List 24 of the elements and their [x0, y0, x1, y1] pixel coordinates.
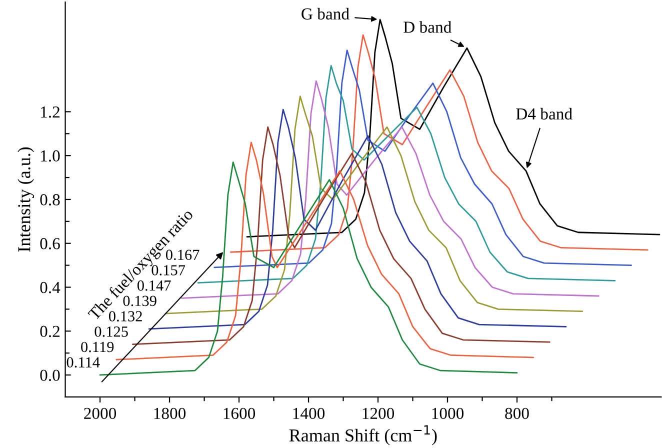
line-series	[214, 50, 632, 268]
annotation: D band	[404, 21, 452, 33]
annotation: G band	[302, 8, 350, 20]
x-tick-label: 800	[505, 408, 529, 420]
y-tick-label: 0.2	[40, 326, 60, 338]
x-tick-label: 1600	[224, 408, 256, 420]
x-tick-label: 1200	[362, 408, 394, 420]
y-tick-label: 0.4	[40, 282, 60, 294]
series-label: 0.119	[81, 342, 114, 352]
line-series	[246, 18, 660, 238]
y-axis-title: Intensity (a.u.)	[18, 147, 34, 252]
y-tick-label: 1.2	[41, 106, 60, 118]
series-label: 0.114	[66, 357, 100, 368]
annotation: D4 band	[516, 108, 572, 120]
y-tick-label: 0.0	[40, 370, 60, 382]
y-tick-label: 0.8	[40, 194, 60, 206]
x-tick-label: 2000	[84, 408, 116, 420]
y-tick-label: 0.6	[40, 238, 60, 250]
y-tick-label: 1.0	[41, 150, 60, 162]
x-tick-label: 1800	[154, 408, 186, 420]
series-label: 0.125	[94, 326, 128, 337]
x-tick-label: 1400	[293, 408, 325, 420]
x-tick-label: 1000	[432, 408, 464, 420]
x-axis-title: Raman Shift (cm$^{−1}$)	[289, 425, 437, 446]
